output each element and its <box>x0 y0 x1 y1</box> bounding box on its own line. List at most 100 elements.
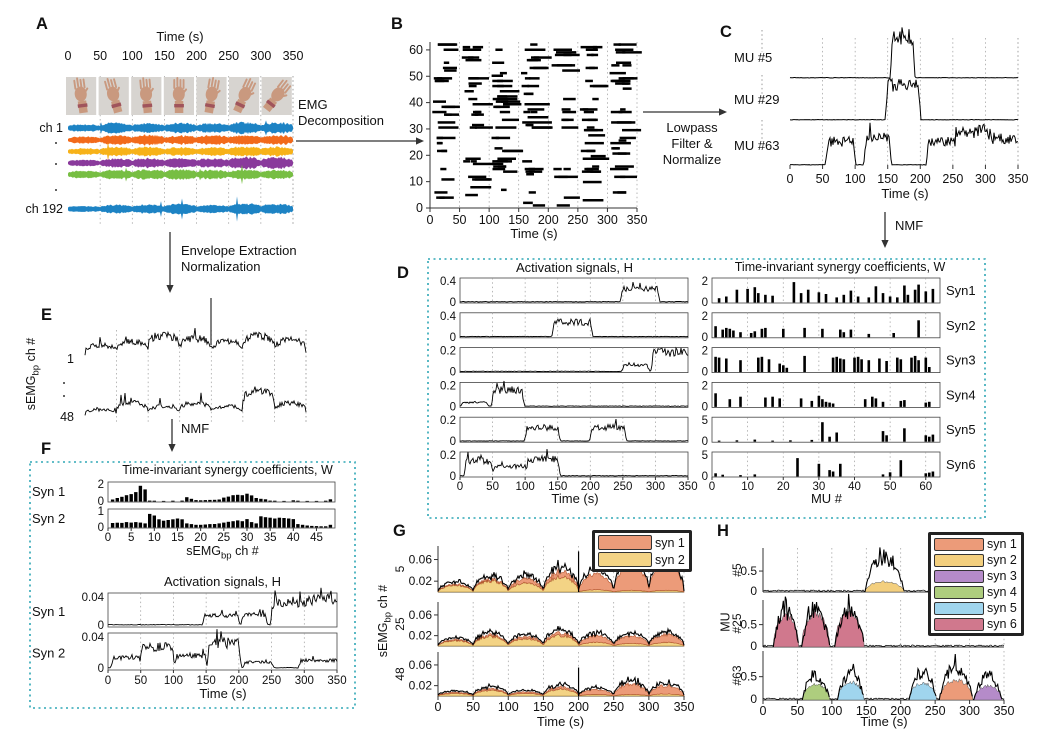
plot-frame <box>459 312 689 339</box>
coef-bar <box>212 499 217 502</box>
spike-raster-mark <box>592 165 600 168</box>
panel-h-legend: syn 1 syn 2 syn 3 syn 4 syn 5 syn 6 <box>928 532 1024 636</box>
coef-bar <box>867 333 871 338</box>
emg-band-trace <box>68 164 293 185</box>
coef-bar <box>208 524 212 528</box>
total-envelope-outline <box>437 676 685 696</box>
spike-raster-mark <box>622 64 632 67</box>
tick-label: 25 <box>217 532 230 544</box>
tick-label: 2 <box>98 479 104 491</box>
spike-raster-mark <box>553 167 562 171</box>
coef-bar <box>282 500 286 502</box>
coef-bar <box>931 288 935 303</box>
synergy-row-label: Syn2 <box>946 318 976 333</box>
spike-raster-mark <box>469 126 477 129</box>
coef-bar <box>254 498 258 502</box>
plot-frame <box>711 451 941 478</box>
tick-label: 20 <box>777 481 790 493</box>
tick-label: 50 <box>409 69 423 83</box>
coef-bar <box>291 500 295 502</box>
spike-raster-mark <box>579 108 598 111</box>
spike-raster-mark <box>589 66 598 70</box>
coef-bar <box>867 297 871 303</box>
coef-bar <box>161 520 166 528</box>
spike-raster-mark <box>437 149 448 153</box>
tick-label: 300 <box>646 481 665 493</box>
coef-bar <box>739 396 742 407</box>
ellipsis-dot <box>55 142 57 144</box>
coef-bar <box>931 434 935 442</box>
coef-bar <box>717 440 721 442</box>
coef-bar <box>148 513 152 528</box>
spike-raster-mark <box>529 48 543 51</box>
synergy-row-label: Syn6 <box>946 457 976 472</box>
spike-raster-mark <box>522 121 534 124</box>
tick-label: 0 <box>760 704 767 718</box>
spike-raster-mark <box>590 154 606 158</box>
panel-c-xlabel: Time (s) <box>881 186 929 201</box>
row-label: MU #29 <box>734 92 780 107</box>
spike-raster-mark <box>615 82 631 85</box>
spike-raster-mark <box>580 45 597 49</box>
coef-bar <box>194 500 198 502</box>
coef-bar <box>721 474 724 477</box>
spike-raster-mark <box>613 43 621 46</box>
panel-d-label: D <box>397 264 409 282</box>
spike-raster-mark <box>436 141 442 145</box>
spike-raster-mark <box>533 66 549 70</box>
coef-bar <box>152 515 156 528</box>
spike-raster-mark <box>492 61 505 64</box>
coef-bar <box>860 359 863 373</box>
coef-bar <box>236 520 240 528</box>
hand-gesture-image <box>261 77 292 115</box>
tick-label: 0.5 <box>740 670 757 684</box>
row-label: 48 <box>393 667 407 681</box>
spike-raster-mark <box>433 77 453 80</box>
spike-raster-mark <box>501 118 519 122</box>
process-line: Normalization <box>181 258 261 274</box>
coef-bar <box>849 329 853 338</box>
process-line: Filter & <box>671 135 713 151</box>
coef-bar <box>245 519 249 528</box>
signal-trace <box>107 629 338 669</box>
spike-raster-mark <box>613 147 620 150</box>
spike-raster-mark <box>610 141 631 145</box>
coef-bar <box>924 473 928 477</box>
spike-raster-mark <box>586 149 596 153</box>
coef-bar <box>739 360 742 373</box>
coef-bar <box>782 328 785 338</box>
spike-raster-mark <box>472 45 484 49</box>
plot-frame <box>459 277 689 304</box>
spike-raster-mark <box>614 165 634 168</box>
legend-item: syn 5 <box>934 601 1017 615</box>
coef-bar <box>839 329 842 338</box>
spike-raster-mark <box>438 43 456 46</box>
coef-bar <box>896 297 899 303</box>
arrow-down-icon <box>166 285 174 293</box>
coef-bar <box>152 500 156 502</box>
plot-frame <box>107 508 336 529</box>
coef-bar <box>824 401 828 407</box>
tick-label: 0 <box>750 692 757 706</box>
spike-raster-mark <box>584 141 604 145</box>
coef-bar <box>856 356 860 373</box>
spike-raster-mark <box>523 110 531 114</box>
coef-bar <box>231 495 235 502</box>
coef-bar <box>796 458 799 477</box>
coef-bar <box>888 296 892 303</box>
coef-bar <box>917 360 920 373</box>
tick-label: 1 <box>98 506 104 518</box>
spike-raster-mark <box>525 170 533 173</box>
coef-bar <box>263 499 268 502</box>
coef-bar <box>328 499 333 502</box>
row-label: 5 <box>393 565 407 572</box>
tick-label: 40 <box>287 532 300 544</box>
process-envelope-extraction: Envelope Extraction Normalization <box>181 243 297 275</box>
coef-bar <box>217 523 221 528</box>
tick-label: 2 <box>702 380 708 392</box>
spike-raster-mark <box>501 100 521 103</box>
spike-raster-mark <box>562 110 577 114</box>
legend-swatch <box>934 601 984 615</box>
coef-bar <box>714 356 717 373</box>
spike-raster-mark <box>491 74 503 77</box>
